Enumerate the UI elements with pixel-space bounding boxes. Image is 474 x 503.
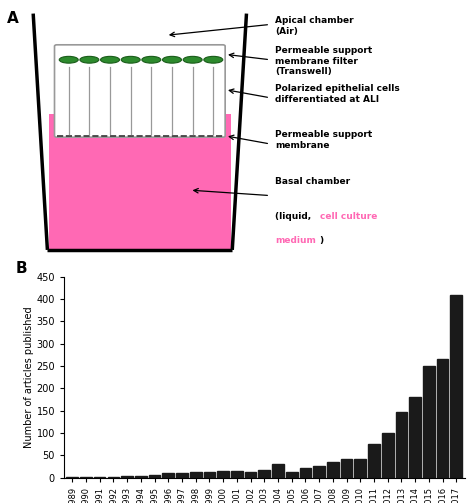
Text: Basal chamber: Basal chamber <box>275 177 350 186</box>
Bar <box>450 295 462 478</box>
Ellipse shape <box>183 56 202 63</box>
Bar <box>190 472 201 478</box>
Ellipse shape <box>163 56 182 63</box>
Bar <box>300 468 311 478</box>
Text: cell culture: cell culture <box>320 212 377 221</box>
Bar <box>231 471 243 478</box>
Bar <box>108 477 119 478</box>
Bar <box>135 476 146 478</box>
Bar <box>176 473 188 478</box>
Text: ): ) <box>319 236 323 245</box>
Text: Polarized epithelial cells
differentiated at ALI: Polarized epithelial cells differentiate… <box>275 84 400 104</box>
Y-axis label: Number of articles published: Number of articles published <box>24 306 34 448</box>
Bar <box>313 466 325 478</box>
Polygon shape <box>49 114 231 248</box>
Ellipse shape <box>59 56 78 63</box>
Text: A: A <box>7 11 19 26</box>
Bar <box>245 472 256 478</box>
Text: Apical chamber
(Air): Apical chamber (Air) <box>275 16 354 36</box>
Bar <box>341 459 352 478</box>
Bar <box>66 477 78 478</box>
Bar <box>163 473 174 478</box>
Text: Permeable support
membrane: Permeable support membrane <box>275 130 372 150</box>
Bar <box>327 462 338 478</box>
Bar <box>286 472 298 478</box>
Bar <box>396 411 407 478</box>
Ellipse shape <box>80 56 99 63</box>
Text: medium: medium <box>275 236 316 245</box>
Bar <box>149 475 160 478</box>
Ellipse shape <box>204 56 223 63</box>
Ellipse shape <box>100 56 119 63</box>
Bar <box>217 471 229 478</box>
Bar <box>437 359 448 478</box>
Bar <box>258 470 270 478</box>
Text: Permeable support
membrane filter
(Transwell): Permeable support membrane filter (Trans… <box>275 46 372 76</box>
Bar <box>121 476 133 478</box>
Bar <box>203 472 215 478</box>
Bar <box>368 444 380 478</box>
Bar <box>382 433 393 478</box>
Bar <box>272 464 284 478</box>
Ellipse shape <box>121 56 140 63</box>
Bar <box>410 397 421 478</box>
Text: B: B <box>16 261 27 276</box>
FancyBboxPatch shape <box>55 45 225 137</box>
Text: (liquid,: (liquid, <box>275 212 314 221</box>
Ellipse shape <box>142 56 161 63</box>
Bar <box>355 459 366 478</box>
Bar <box>423 366 435 478</box>
